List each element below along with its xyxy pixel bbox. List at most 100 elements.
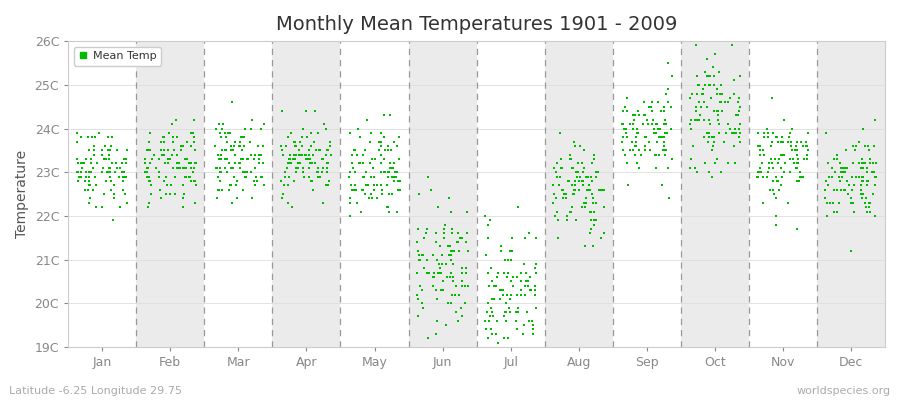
- Point: [629, 125, 643, 132]
- Point: [560, 217, 574, 224]
- Point: [787, 156, 801, 162]
- Point: [733, 121, 747, 127]
- Point: [688, 165, 703, 171]
- Point: [277, 182, 292, 188]
- Point: [411, 191, 426, 197]
- Point: [702, 82, 716, 88]
- Point: [276, 152, 291, 158]
- Point: [176, 165, 191, 171]
- Point: [732, 134, 746, 140]
- Point: [381, 204, 395, 210]
- Point: [616, 108, 630, 114]
- Point: [796, 156, 811, 162]
- Point: [287, 138, 302, 145]
- Point: [214, 156, 229, 162]
- Point: [629, 138, 643, 145]
- Point: [295, 134, 310, 140]
- Point: [631, 130, 645, 136]
- Point: [487, 283, 501, 289]
- Point: [347, 186, 362, 193]
- Point: [274, 143, 288, 149]
- Point: [97, 156, 112, 162]
- Point: [214, 169, 229, 175]
- Point: [822, 173, 836, 180]
- Point: [320, 165, 334, 171]
- Point: [215, 125, 230, 132]
- Point: [733, 104, 747, 110]
- Point: [418, 230, 433, 236]
- Point: [353, 134, 367, 140]
- Point: [518, 234, 533, 241]
- Point: [529, 234, 544, 241]
- Point: [647, 152, 662, 158]
- Point: [783, 169, 797, 175]
- Point: [460, 230, 474, 236]
- Bar: [340, 41, 409, 347]
- Point: [212, 156, 227, 162]
- Point: [770, 195, 784, 202]
- Point: [694, 104, 708, 110]
- Point: [480, 309, 494, 315]
- Point: [145, 156, 159, 162]
- Point: [490, 318, 504, 324]
- Point: [433, 270, 447, 276]
- Point: [105, 134, 120, 140]
- Point: [232, 143, 247, 149]
- Title: Monthly Mean Temperatures 1901 - 2009: Monthly Mean Temperatures 1901 - 2009: [276, 15, 678, 34]
- Point: [574, 160, 589, 167]
- Point: [79, 173, 94, 180]
- Point: [225, 99, 239, 106]
- Point: [489, 331, 503, 337]
- Point: [832, 173, 846, 180]
- Point: [855, 165, 869, 171]
- Point: [638, 112, 652, 118]
- Point: [95, 165, 110, 171]
- Point: [392, 186, 406, 193]
- Point: [94, 169, 109, 175]
- Point: [86, 165, 101, 171]
- Point: [635, 121, 650, 127]
- Point: [451, 318, 465, 324]
- Point: [860, 182, 875, 188]
- Point: [94, 204, 109, 210]
- Point: [726, 90, 741, 97]
- Point: [440, 274, 454, 280]
- Point: [855, 178, 869, 184]
- Point: [143, 182, 157, 188]
- Point: [410, 226, 425, 232]
- Point: [590, 217, 604, 224]
- Point: [366, 173, 381, 180]
- Point: [683, 165, 698, 171]
- Point: [429, 239, 444, 245]
- Point: [644, 121, 659, 127]
- Point: [458, 283, 473, 289]
- Point: [860, 208, 874, 215]
- Point: [390, 208, 404, 215]
- Point: [83, 195, 97, 202]
- Point: [455, 313, 470, 320]
- Point: [863, 156, 878, 162]
- Point: [173, 165, 187, 171]
- Point: [594, 186, 608, 193]
- Point: [752, 152, 767, 158]
- Point: [169, 134, 184, 140]
- Point: [364, 191, 378, 197]
- Point: [547, 165, 562, 171]
- Point: [702, 116, 716, 123]
- Point: [688, 116, 702, 123]
- Point: [235, 156, 249, 162]
- Point: [554, 165, 568, 171]
- Point: [757, 134, 771, 140]
- Point: [586, 243, 600, 250]
- Point: [579, 173, 593, 180]
- Point: [72, 173, 86, 180]
- Point: [766, 186, 780, 193]
- Point: [451, 239, 465, 245]
- Point: [847, 182, 861, 188]
- Point: [798, 138, 813, 145]
- Point: [166, 147, 181, 154]
- Point: [757, 130, 771, 136]
- Bar: [68, 41, 136, 347]
- Point: [114, 169, 129, 175]
- Point: [484, 278, 499, 285]
